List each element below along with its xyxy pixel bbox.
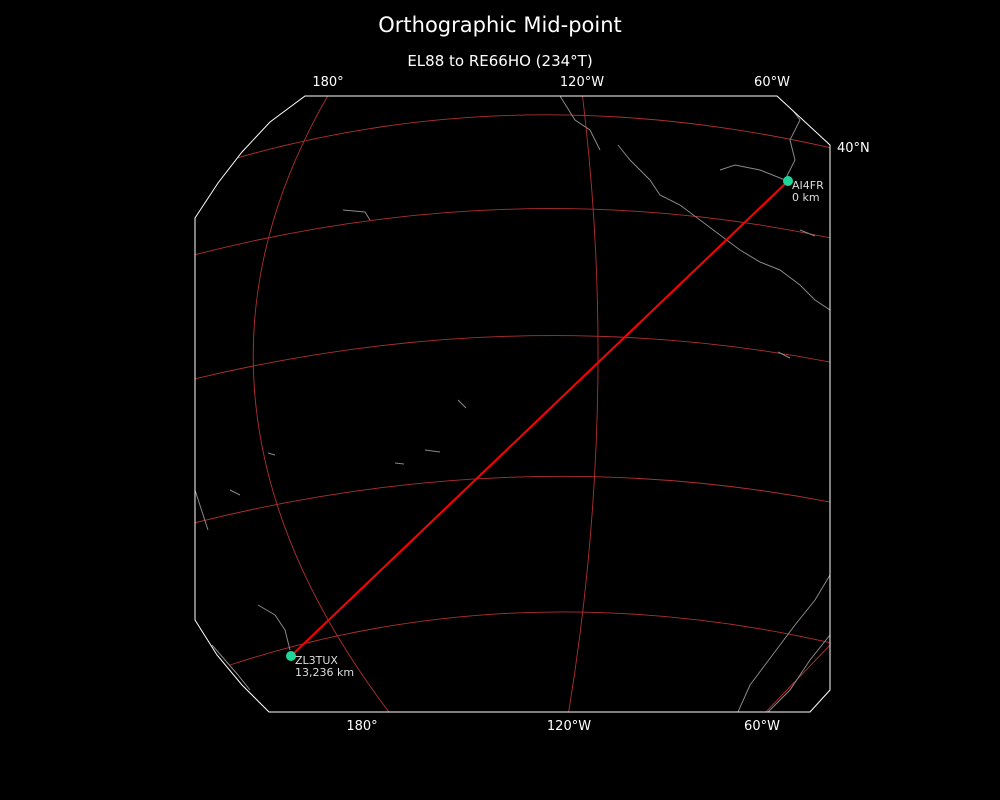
map-subtitle: EL88 to RE66HO (234°T) (407, 52, 593, 70)
top-lon-label-180: 180° (312, 75, 343, 90)
coast-caribbean (777, 229, 816, 359)
parallel-40n (229, 114, 830, 161)
station-distance-zl3tux: 13,236 km (295, 666, 354, 679)
station-call-zl3tux: ZL3TUX (295, 654, 338, 667)
parallel-20n (195, 208, 830, 257)
map-border (194, 95, 831, 713)
great-circle-path (290, 180, 789, 657)
coast-new-zealand (211, 604, 291, 691)
bottom-lon-label-60w: 60°W (744, 719, 780, 734)
lat-label-40n: 40°N (837, 141, 870, 156)
map-title: Orthographic Mid-point (378, 13, 622, 37)
coast-north-america (559, 96, 830, 311)
bottom-lon-label-120w: 120°W (547, 719, 591, 734)
coastlines (195, 96, 830, 712)
meridian-180 (252, 96, 393, 712)
top-lon-label-60w: 60°W (754, 75, 790, 90)
station-marker-zl3tux[interactable] (286, 651, 296, 661)
coast-south-america (737, 574, 830, 712)
meridian-120w (567, 96, 599, 712)
station-call-ai4fr: AI4FR (792, 179, 824, 192)
parallel-20s (195, 475, 830, 525)
station-distance-ai4fr: 0 km (792, 191, 820, 204)
graticule (195, 96, 830, 712)
parallel-0 (195, 335, 830, 381)
top-lon-label-120w: 120°W (560, 75, 604, 90)
coast-islands (195, 209, 467, 531)
bottom-lon-label-180: 180° (346, 719, 377, 734)
parallel-40s (229, 611, 830, 666)
station-marker-ai4fr[interactable] (783, 176, 793, 186)
